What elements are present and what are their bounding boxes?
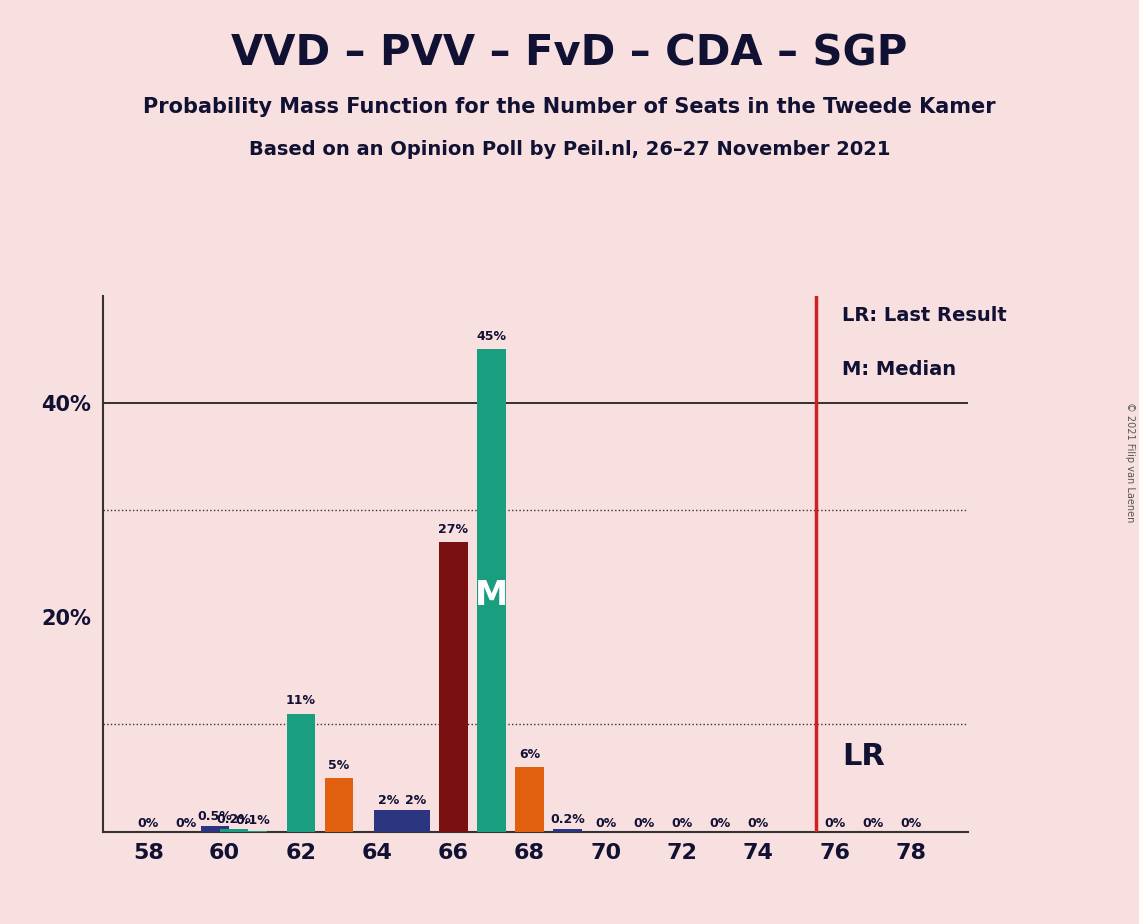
Text: 45%: 45% — [476, 330, 507, 343]
Text: VVD – PVV – FvD – CDA – SGP: VVD – PVV – FvD – CDA – SGP — [231, 32, 908, 74]
Text: 0%: 0% — [862, 817, 884, 830]
Bar — [554, 830, 582, 832]
Text: Based on an Opinion Poll by Peil.nl, 26–27 November 2021: Based on an Opinion Poll by Peil.nl, 26–… — [248, 140, 891, 160]
Text: 2%: 2% — [404, 794, 426, 807]
Text: 2%: 2% — [378, 794, 399, 807]
Text: 0.2%: 0.2% — [550, 813, 585, 826]
Text: 5%: 5% — [328, 759, 350, 772]
Text: M: Median: M: Median — [843, 360, 957, 379]
Text: 0.2%: 0.2% — [216, 813, 252, 826]
Text: 11%: 11% — [286, 694, 316, 707]
Text: 0%: 0% — [672, 817, 693, 830]
Bar — [477, 349, 506, 832]
Bar — [439, 542, 468, 832]
Text: © 2021 Filip van Laenen: © 2021 Filip van Laenen — [1125, 402, 1134, 522]
Text: 6%: 6% — [519, 748, 540, 760]
Text: 0%: 0% — [633, 817, 655, 830]
Text: 0%: 0% — [900, 817, 921, 830]
Bar — [200, 826, 229, 832]
Bar — [325, 778, 353, 832]
Text: Probability Mass Function for the Number of Seats in the Tweede Kamer: Probability Mass Function for the Number… — [144, 97, 995, 117]
Text: 0%: 0% — [710, 817, 731, 830]
Text: 0.5%: 0.5% — [198, 810, 232, 823]
Text: 0%: 0% — [596, 817, 616, 830]
Bar — [515, 767, 544, 832]
Text: 27%: 27% — [439, 523, 468, 536]
Bar — [220, 830, 248, 832]
Text: M: M — [475, 579, 508, 613]
Text: 0%: 0% — [823, 817, 845, 830]
Text: 0%: 0% — [175, 817, 197, 830]
Bar — [287, 713, 316, 832]
Text: 0.1%: 0.1% — [236, 814, 271, 827]
Bar — [239, 831, 268, 832]
Text: LR: LR — [843, 742, 885, 771]
Text: 0%: 0% — [138, 817, 159, 830]
Text: 0%: 0% — [748, 817, 769, 830]
Text: LR: Last Result: LR: Last Result — [843, 307, 1007, 325]
Bar — [401, 810, 429, 832]
Bar — [375, 810, 403, 832]
